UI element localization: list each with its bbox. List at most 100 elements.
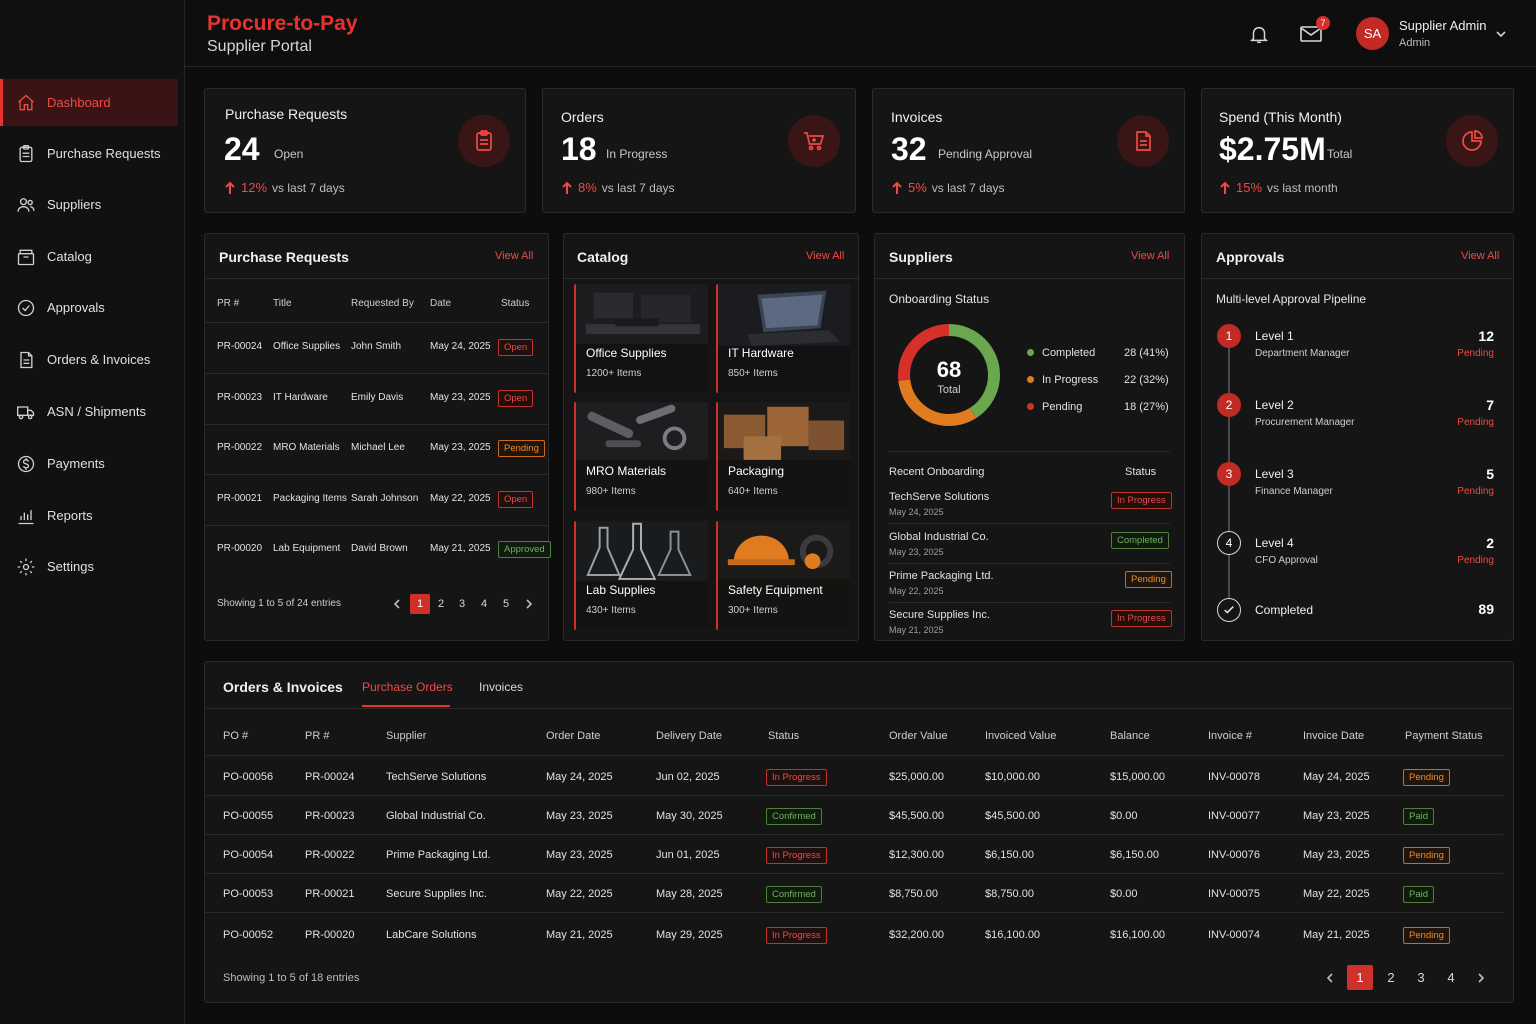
panel-title: Purchase Requests xyxy=(219,249,349,265)
cell-title: IT Hardware xyxy=(273,392,328,403)
divider xyxy=(205,525,548,526)
recent-supplier-name[interactable]: Secure Supplies Inc. xyxy=(889,609,990,621)
column-header: Requested By xyxy=(351,298,414,309)
recent-supplier-name[interactable]: TechServe Solutions xyxy=(889,491,990,503)
sidebar-item-label: Approvals xyxy=(47,300,105,315)
kpi-icon-wrap xyxy=(1117,115,1169,167)
catalog-tile-lab-supplies[interactable]: Lab Supplies 430+ Items xyxy=(574,521,708,630)
arrow-up-icon xyxy=(892,181,902,194)
view-all-link[interactable]: View All xyxy=(1461,250,1500,262)
kpi-status: Total xyxy=(1327,147,1353,161)
sidebar-item-orders-invoices[interactable]: Orders & Invoices xyxy=(0,336,178,383)
sidebar-item-approvals[interactable]: Approvals xyxy=(0,284,178,331)
level-2-badge: 2 xyxy=(1217,393,1241,417)
cell-po: PO-00054 xyxy=(223,849,274,861)
catalog-tile-safety-equipment[interactable]: Safety Equipment 300+ Items xyxy=(716,521,850,630)
tab-invoices[interactable]: Invoices xyxy=(479,680,524,694)
sidebar-item-purchase-requests[interactable]: Purchase Requests xyxy=(0,130,178,177)
document-icon xyxy=(20,351,33,368)
status-badge: In Progress xyxy=(766,847,827,864)
sidebar-item-dashboard[interactable]: Dashboard xyxy=(0,79,178,126)
status-badge: Open xyxy=(498,390,534,407)
view-all-link[interactable]: View All xyxy=(1131,250,1170,262)
catalog-tile-office-supplies[interactable]: Office Supplies 1200+ Items xyxy=(574,284,708,393)
view-all-link[interactable]: View All xyxy=(495,250,534,262)
sidebar-item-payments[interactable]: Payments xyxy=(0,440,178,487)
page-button[interactable]: 4 xyxy=(480,598,488,610)
divider xyxy=(875,278,1184,279)
page-button[interactable]: 1 xyxy=(1347,965,1373,990)
catalog-tile-name: Lab Supplies xyxy=(586,583,656,597)
column-header: Payment Status xyxy=(1405,730,1483,742)
cart-icon xyxy=(804,132,825,151)
kpi-value: 32 xyxy=(891,131,927,167)
chevron-left-icon[interactable] xyxy=(1324,971,1336,985)
kpi-value: 18 xyxy=(561,131,597,167)
kpi-delta: 15% vs last month xyxy=(1219,180,1338,195)
users-icon xyxy=(17,197,35,212)
divider xyxy=(889,523,1170,524)
user-role: Admin xyxy=(1399,37,1431,49)
cell-invoice-date: May 21, 2025 xyxy=(1303,929,1370,941)
office-supplies-image xyxy=(576,284,708,393)
donut-total: 68 xyxy=(936,357,962,382)
catalog-tile-packaging[interactable]: Packaging 640+ Items xyxy=(716,402,850,511)
page-button[interactable]: 2 xyxy=(437,598,445,610)
kpi-delta: 8% vs last 7 days xyxy=(561,180,675,195)
page-button[interactable]: 1 xyxy=(410,594,430,614)
level-name[interactable]: Level 4 xyxy=(1255,536,1294,550)
packaging-image xyxy=(718,402,850,511)
chevron-left-icon[interactable] xyxy=(392,598,402,610)
cell-requested-by: David Brown xyxy=(351,543,408,554)
catalog-tile-it-hardware[interactable]: IT Hardware 850+ Items xyxy=(716,284,850,393)
donut-total-label: Total xyxy=(937,384,961,396)
cell-pr-number: PR-00023 xyxy=(217,392,263,403)
level-name[interactable]: Level 2 xyxy=(1255,398,1294,412)
cell-title: Packaging Items xyxy=(273,493,347,504)
page-button[interactable]: 3 xyxy=(1417,970,1425,985)
chevron-right-icon[interactable] xyxy=(524,598,534,610)
page-button[interactable]: 2 xyxy=(1387,970,1395,985)
column-header: PO # xyxy=(223,730,249,742)
cell-supplier: Global Industrial Co. xyxy=(386,810,486,822)
level-name[interactable]: Level 3 xyxy=(1255,467,1294,481)
sidebar-item-catalog[interactable]: Catalog xyxy=(0,233,178,280)
status-badge: Paid xyxy=(1403,808,1435,825)
chevron-down-icon[interactable] xyxy=(1495,29,1507,39)
view-all-link[interactable]: View All xyxy=(806,250,845,262)
user-name[interactable]: Supplier Admin xyxy=(1399,18,1487,33)
safety-equipment-image xyxy=(718,521,850,630)
kpi-card-spend[interactable] xyxy=(1201,88,1514,213)
chevron-right-icon[interactable] xyxy=(1475,971,1487,985)
cell-date: May 24, 2025 xyxy=(430,341,491,352)
panel-title: Approvals xyxy=(1216,249,1285,265)
cell-pr: PR-00023 xyxy=(305,810,355,822)
recent-supplier-name[interactable]: Global Industrial Co. xyxy=(889,531,989,543)
status-badge: Pending xyxy=(1403,769,1450,786)
bell-icon[interactable] xyxy=(1248,23,1270,45)
catalog-tile-mro-materials[interactable]: MRO Materials 980+ Items xyxy=(574,402,708,511)
cell-pr-number: PR-00024 xyxy=(217,341,263,352)
page-button[interactable]: 5 xyxy=(502,598,510,610)
panel-title: Orders & Invoices xyxy=(223,679,343,695)
level-name[interactable]: Level 1 xyxy=(1255,329,1294,343)
page-button[interactable]: 3 xyxy=(458,598,466,610)
cell-invoice-date: May 23, 2025 xyxy=(1303,810,1370,822)
sidebar-item-asn-shipments[interactable]: ASN / Shipments xyxy=(0,388,178,435)
avatar[interactable]: SA xyxy=(1356,17,1389,50)
sidebar-item-suppliers[interactable]: Suppliers xyxy=(0,181,178,228)
page-button[interactable]: 4 xyxy=(1447,970,1455,985)
kpi-icon-wrap xyxy=(458,115,510,167)
mail-icon[interactable] xyxy=(1299,24,1323,44)
column-header: Invoice # xyxy=(1208,730,1253,742)
recent-supplier-name[interactable]: Prime Packaging Ltd. xyxy=(889,570,994,582)
cell-pr-number: PR-00022 xyxy=(217,442,263,453)
level-role: Procurement Manager xyxy=(1255,417,1355,428)
sidebar-item-settings[interactable]: Settings xyxy=(0,543,178,590)
arrow-up-icon xyxy=(562,181,572,194)
sidebar-item-reports[interactable]: Reports xyxy=(0,492,178,539)
app-subtitle: Supplier Portal xyxy=(207,38,312,55)
kpi-delta-pct: 15% xyxy=(1236,180,1263,195)
tab-purchase-orders[interactable]: Purchase Orders xyxy=(362,680,453,694)
cell-po: PO-00053 xyxy=(223,888,274,900)
